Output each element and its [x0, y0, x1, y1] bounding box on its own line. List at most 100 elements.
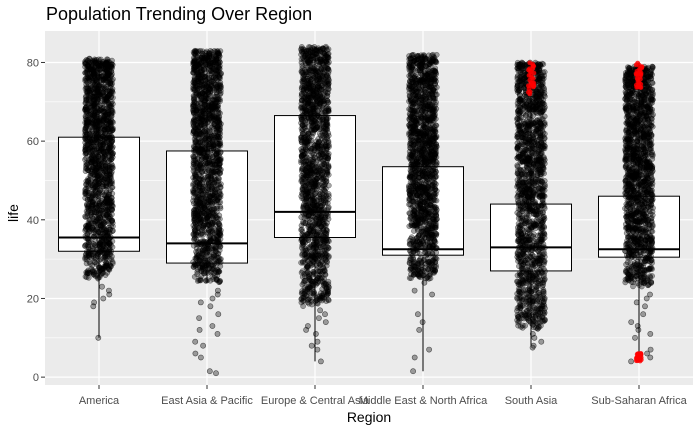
outlier-point — [209, 323, 216, 329]
data-point — [215, 50, 222, 57]
data-point — [192, 172, 199, 178]
data-point — [202, 277, 209, 284]
data-point — [320, 225, 327, 232]
data-point — [110, 223, 116, 230]
data-point — [99, 108, 106, 115]
data-point — [202, 136, 209, 142]
data-point — [102, 126, 108, 133]
data-point — [190, 161, 197, 168]
data-point — [306, 80, 313, 87]
outlier-point — [317, 307, 323, 314]
data-point — [195, 248, 202, 255]
data-point — [91, 59, 98, 66]
data-point — [315, 69, 322, 75]
data-point — [207, 277, 214, 284]
data-point — [193, 49, 200, 56]
data-point — [311, 221, 318, 228]
data-point — [317, 253, 324, 259]
data-point — [217, 256, 223, 263]
data-point — [82, 151, 89, 157]
data-point — [93, 104, 100, 111]
data-point — [190, 143, 197, 150]
data-point — [323, 285, 330, 292]
data-point — [209, 140, 216, 147]
data-point — [207, 67, 214, 74]
data-point — [101, 77, 108, 83]
data-point — [207, 173, 213, 180]
data-point — [301, 46, 308, 53]
data-point — [199, 81, 205, 88]
data-point — [309, 282, 316, 289]
data-point — [217, 191, 224, 198]
data-point — [215, 251, 221, 257]
data-point — [324, 134, 330, 140]
data-point — [320, 240, 327, 247]
data-point — [92, 183, 99, 189]
data-point — [99, 218, 106, 225]
data-point — [325, 213, 331, 219]
data-point — [317, 296, 323, 303]
data-point — [325, 153, 332, 159]
data-point — [308, 67, 314, 74]
data-point — [207, 226, 214, 232]
data-point — [94, 220, 101, 226]
plot-panel — [45, 31, 693, 385]
data-point — [206, 74, 213, 81]
data-point — [314, 86, 320, 93]
data-point — [203, 93, 210, 100]
data-point — [193, 197, 200, 204]
data-point — [300, 76, 306, 82]
outlier-point — [192, 338, 199, 345]
data-point — [109, 253, 115, 260]
outlier-point — [312, 330, 319, 337]
outlier-point — [314, 338, 321, 345]
data-point — [316, 193, 322, 200]
data-point — [83, 119, 90, 126]
data-point — [320, 77, 327, 84]
data-point — [87, 205, 94, 212]
data-point — [192, 261, 198, 267]
outlier-point — [95, 334, 102, 341]
data-point — [311, 154, 318, 161]
minor-gridlines — [45, 101, 693, 339]
data-point — [210, 215, 216, 221]
data-point — [99, 195, 106, 202]
data-point — [299, 108, 306, 114]
data-point — [107, 150, 114, 156]
data-point — [315, 63, 322, 70]
data-point — [209, 167, 216, 173]
data-point — [210, 132, 217, 139]
data-point — [93, 227, 99, 233]
outlier-point — [100, 295, 107, 302]
data-point — [192, 214, 199, 220]
data-point — [96, 149, 103, 155]
outlier-point — [314, 346, 321, 353]
data-point — [320, 200, 327, 206]
data-point — [84, 188, 91, 194]
data-point — [216, 175, 222, 182]
data-point — [302, 192, 309, 199]
data-point — [82, 64, 88, 70]
data-point — [302, 140, 308, 146]
outlier-point — [214, 287, 221, 294]
data-point — [82, 106, 88, 113]
data-point — [197, 161, 203, 167]
data-point — [213, 276, 219, 282]
data-point — [322, 181, 329, 187]
data-point — [82, 70, 89, 76]
data-point — [198, 218, 204, 225]
data-point — [312, 95, 319, 102]
data-point — [96, 91, 103, 98]
data-point — [86, 82, 92, 88]
data-point — [308, 248, 315, 255]
data-point — [102, 66, 109, 73]
data-point — [309, 272, 316, 278]
data-point — [211, 121, 218, 127]
data-point — [84, 270, 91, 276]
data-point — [216, 220, 222, 227]
outlier-point — [209, 295, 216, 302]
data-point — [196, 135, 202, 142]
data-point — [83, 124, 90, 131]
outlier-point — [196, 315, 202, 321]
